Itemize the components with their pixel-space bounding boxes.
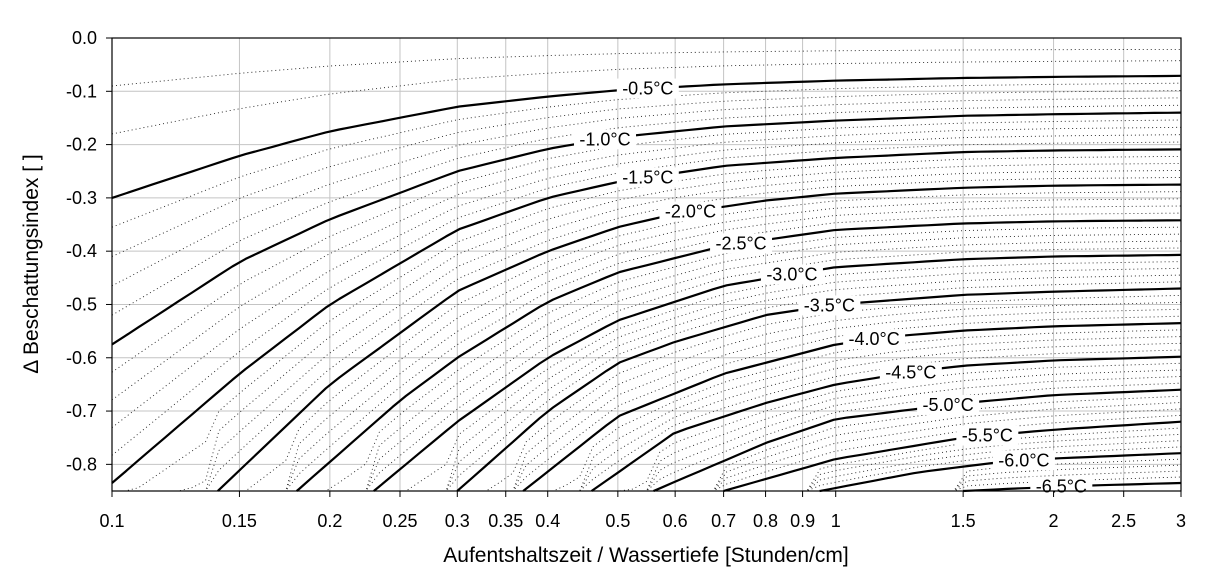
contour-lines <box>111 74 1182 493</box>
contour-label: -5.5°C <box>962 426 1013 446</box>
contour-line <box>111 111 1182 346</box>
contour-labels: -0.5°C -1.0°C -1.5°C -2.0°C -2.5°C-3.0°C -3.5… <box>574 78 1093 497</box>
contour-label-bg <box>1030 476 1093 497</box>
contour-label: -1.0°C <box>579 129 630 149</box>
x-tick-label: 0.8 <box>753 511 778 531</box>
contour-label-bg <box>616 78 679 99</box>
x-tick-label: 2.5 <box>1111 511 1136 531</box>
y-tick-label: -0.7 <box>66 401 97 421</box>
contour-label-bg <box>710 233 773 254</box>
contour-label: -6.0°C <box>998 450 1049 470</box>
dotted-contour <box>112 281 1182 492</box>
contour-label-bg <box>760 264 823 285</box>
y-tick-label: -0.1 <box>66 81 97 101</box>
y-tick-label: -0.6 <box>66 348 97 368</box>
contour-label: -4.0°C <box>849 329 900 349</box>
x-tick-label: 0.7 <box>711 511 736 531</box>
x-axis-ticks: 0.1 0.15 0.2 0.25 0.3 0.35 0.4 0.5 0.6 0.7 0.8 0.9 1… <box>99 491 1186 531</box>
x-tick-label: 0.9 <box>790 511 815 531</box>
contour-label: -3.0°C <box>766 264 817 284</box>
y-tick-label: -0.4 <box>66 241 97 261</box>
dotted-contour <box>112 308 1182 492</box>
y-axis-ticks: 0.0 -0.1 -0.2 -0.3 -0.4 -0.5 -0.6 -0.7 -0.8 <box>66 28 112 474</box>
dotted-contour <box>112 362 1182 492</box>
y-axis-title: Δ Beschattungsindex [ ] <box>20 154 43 374</box>
x-tick-label: 3 <box>1176 511 1186 531</box>
x-tick-label: 1.5 <box>951 511 976 531</box>
contour-label-bg <box>659 201 722 222</box>
x-tick-label: 0.35 <box>488 511 523 531</box>
contour-label-bg <box>956 425 1019 446</box>
contour-label: -5.0°C <box>923 395 974 415</box>
plot-frame <box>111 37 1182 492</box>
contour-label-bg <box>616 167 679 188</box>
y-tick-label: -0.2 <box>66 135 97 155</box>
x-tick-label: 0.1 <box>99 511 124 531</box>
dotted-contour <box>111 104 1182 316</box>
x-tick-label: 0.5 <box>605 511 630 531</box>
x-tick-label: 0.25 <box>382 511 417 531</box>
contour-label-bg <box>992 450 1055 471</box>
y-tick-label: -0.8 <box>66 454 97 474</box>
y-tick-label: -0.3 <box>66 188 97 208</box>
dotted-contour <box>112 212 1182 492</box>
x-tick-label: 0.2 <box>317 511 342 531</box>
dotted-contour <box>111 126 1182 401</box>
contour-label-bg <box>798 295 861 316</box>
dotted-contour <box>111 119 1182 373</box>
contour-label: -2.0°C <box>665 202 716 222</box>
contour-label-bg <box>843 329 906 350</box>
contour-line <box>653 388 1182 493</box>
x-axis-title: Aufentshaltszeit / Wassertiefe [Stunden/… <box>443 544 848 567</box>
contour-label: -4.5°C <box>885 362 936 382</box>
contour-label-bg <box>917 394 980 415</box>
contour-line <box>723 420 1182 493</box>
dotted-contour <box>112 349 1182 492</box>
contour-label-bg <box>879 362 942 383</box>
contour-label-bg <box>574 129 637 150</box>
contour-label: -2.5°C <box>715 233 766 253</box>
dotted-contour <box>112 382 1182 492</box>
contour-label: -6.5°C <box>1036 477 1087 497</box>
x-tick-label: 0.15 <box>222 511 257 531</box>
x-tick-label: 2 <box>1049 511 1059 531</box>
x-tick-label: 0.6 <box>663 511 688 531</box>
contour-label: -1.5°C <box>622 167 673 187</box>
dotted-contour <box>111 48 1181 87</box>
x-tick-label: 0.4 <box>535 511 560 531</box>
contour-label: -0.5°C <box>622 79 673 99</box>
x-tick-label: 0.3 <box>445 511 470 531</box>
dotted-contour <box>112 233 1182 492</box>
contour-label: -3.5°C <box>804 295 855 315</box>
y-tick-label: -0.5 <box>66 294 97 314</box>
x-tick-label: 1 <box>831 511 841 531</box>
y-tick-label: 0.0 <box>72 28 97 48</box>
dotted-contour <box>112 402 1182 492</box>
